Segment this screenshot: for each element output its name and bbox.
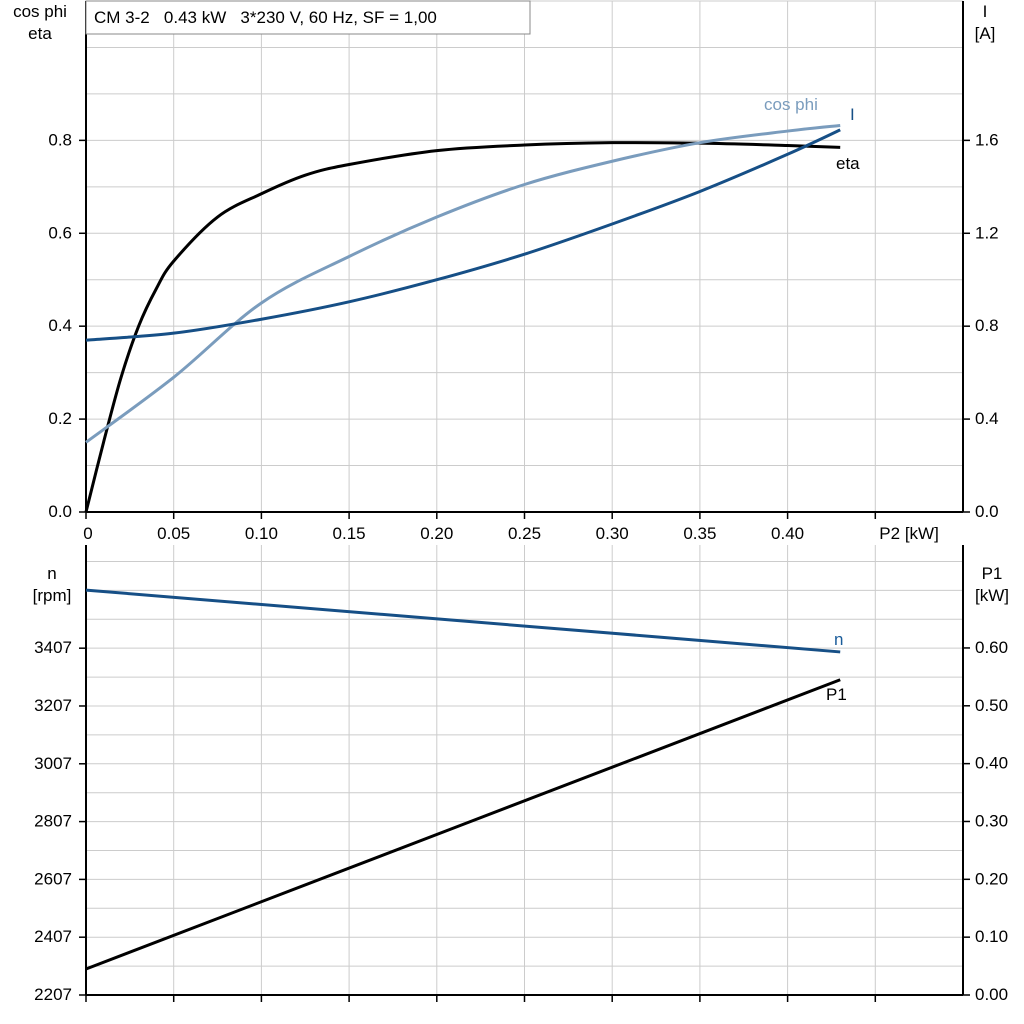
series-line-P1 <box>85 678 841 971</box>
y-tick-label: 0.4 <box>48 316 72 335</box>
axes <box>79 1 970 1002</box>
y-tick-label: 0.0 <box>48 502 72 521</box>
series-line-cos-phi <box>85 124 841 444</box>
y-tick-label: 2607 <box>34 869 72 888</box>
x-tick-label: 0.25 <box>508 524 541 543</box>
y-axis-label: [rpm] <box>33 586 72 605</box>
series-label: cos phi <box>764 95 818 114</box>
y-axis-label: [kW] <box>975 586 1009 605</box>
y-tick-label: 1.2 <box>975 223 999 242</box>
y-tick-label: 0.2 <box>48 409 72 428</box>
y-axis-label: eta <box>28 24 52 43</box>
series-label: eta <box>836 154 860 173</box>
x-tick-label: 0.30 <box>596 524 629 543</box>
x-tick-label: 0.10 <box>245 524 278 543</box>
y-tick-label: 0.10 <box>975 927 1008 946</box>
series-line-I <box>85 128 841 342</box>
series-line-n <box>85 588 841 654</box>
y-tick-label: 0.8 <box>975 316 999 335</box>
series-label: I <box>850 105 855 124</box>
x-tick-label: 0 <box>83 524 92 543</box>
y-axis-label: P1 <box>982 564 1003 583</box>
y-tick-label: 2407 <box>34 927 72 946</box>
series-label: P1 <box>826 685 847 704</box>
y-tick-label: 2207 <box>34 985 72 1004</box>
y-tick-label: 0.6 <box>48 223 72 242</box>
y-axis-label: cos phi <box>13 2 67 21</box>
series-label: n <box>834 630 843 649</box>
y-tick-label: 0.20 <box>975 869 1008 888</box>
bottom-grid <box>86 545 964 995</box>
x-axis-label: P2 [kW] <box>879 524 939 543</box>
y-tick-label: 0.8 <box>48 130 72 149</box>
y-tick-label: 0.4 <box>975 409 999 428</box>
y-tick-label: 0.0 <box>975 502 999 521</box>
y-tick-label: 2807 <box>34 812 72 831</box>
y-tick-label: 0.40 <box>975 754 1008 773</box>
y-tick-label: 3407 <box>34 638 72 657</box>
y-axis-label: [A] <box>975 24 996 43</box>
title-box <box>85 0 531 35</box>
x-tick-label: 0.35 <box>683 524 716 543</box>
x-tick-label: 0.40 <box>771 524 804 543</box>
y-tick-label: 0.00 <box>975 985 1008 1004</box>
series-line-eta <box>84 141 841 513</box>
y-tick-label: 3007 <box>34 754 72 773</box>
labels: 0 0.05 0.10 0.15 0.20 0.25 0.30 0.35 0.40 P2 [kW]… <box>13 2 1009 1004</box>
x-tick-label: 0.20 <box>420 524 453 543</box>
y-axis-label: n <box>47 564 56 583</box>
chart-title: CM 3-2 0.43 kW 3*230 V, 60 Hz, SF = 1,00 <box>94 8 437 27</box>
x-tick-label: 0.05 <box>157 524 190 543</box>
y-tick-label: 0.50 <box>975 696 1008 715</box>
series <box>84 124 841 971</box>
y-tick-label: 0.60 <box>975 638 1008 657</box>
y-tick-label: 0.30 <box>975 811 1008 830</box>
y-tick-label: 1.6 <box>975 130 999 149</box>
top-grid <box>86 0 964 512</box>
y-axis-label: I <box>983 2 988 21</box>
y-tick-label: 3207 <box>34 696 72 715</box>
x-tick-label: 0.15 <box>333 524 366 543</box>
